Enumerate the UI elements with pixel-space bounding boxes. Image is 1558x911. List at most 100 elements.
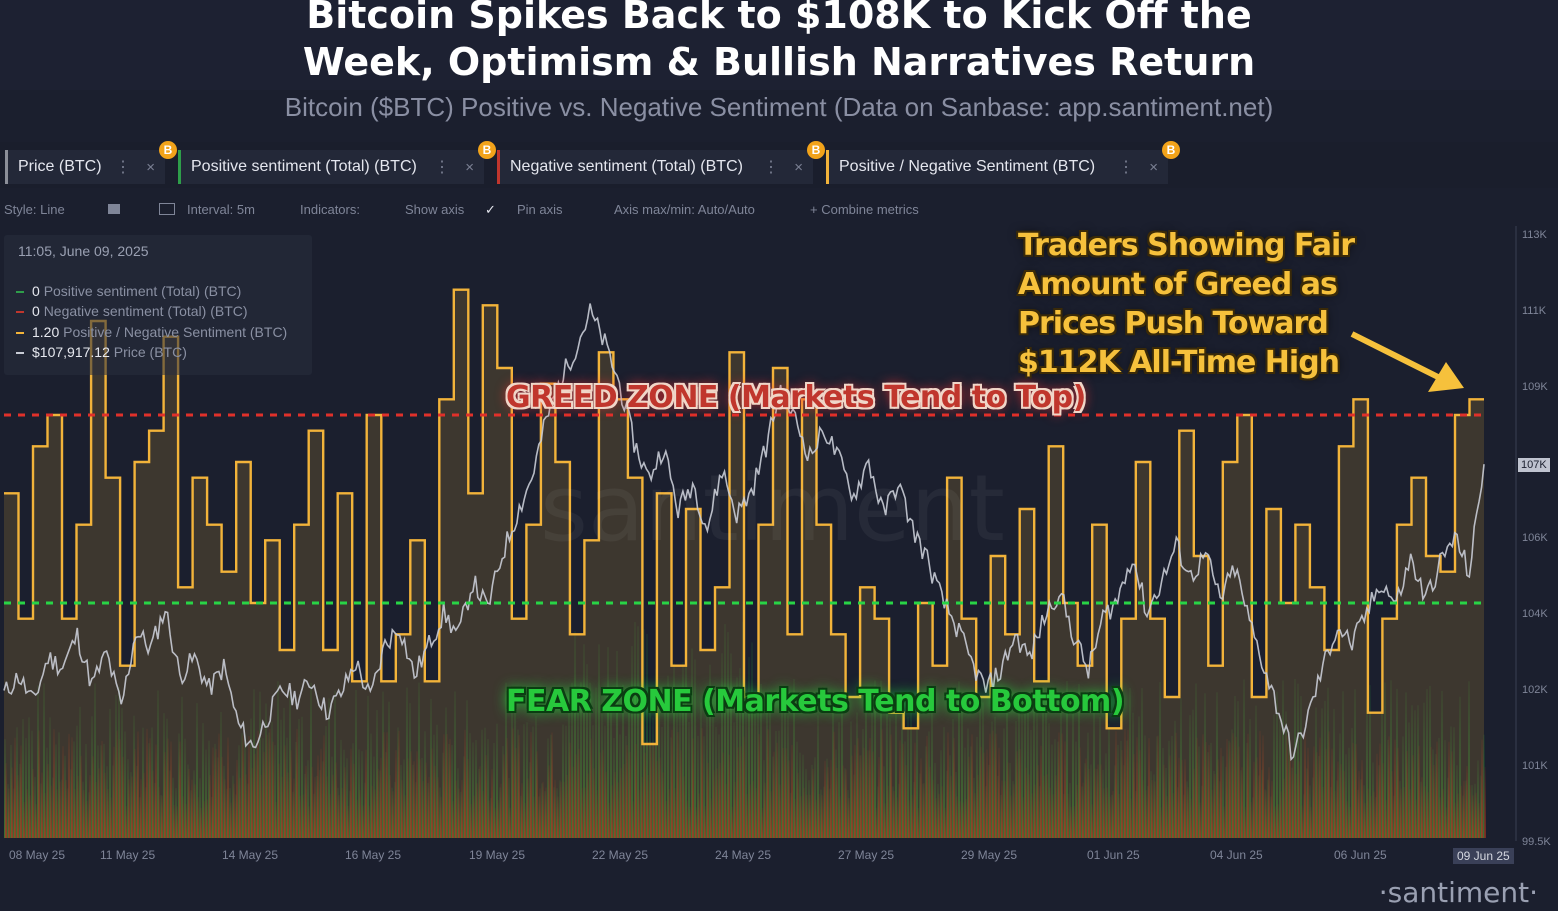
tab-price[interactable]: Price (BTC) ⋮ × B [5,141,177,184]
negative-sentiment-bar [965,798,967,838]
negative-sentiment-bar [1232,733,1234,838]
sentiment-price-chart[interactable] [0,226,1558,846]
negative-sentiment-bar [722,752,724,838]
tab-label: Positive / Negative Sentiment (BTC) [839,158,1096,175]
negative-sentiment-bar [74,789,76,838]
negative-sentiment-bar [209,774,211,838]
positive-sentiment-bar [748,657,750,838]
negative-sentiment-bar [206,799,208,838]
x-tick-label: 24 May 25 [715,848,772,862]
negative-sentiment-bar [1400,788,1402,838]
more-icon[interactable]: ⋮ [434,159,450,176]
x-tick-label: 04 Jun 25 [1210,848,1263,862]
combine-metrics-button[interactable]: + Combine metrics [810,202,919,217]
show-axis-toggle[interactable]: Show axis [405,202,465,217]
close-icon[interactable]: × [146,158,155,176]
positive-sentiment-bar [1090,764,1092,838]
negative-sentiment-bar [560,781,562,838]
negative-sentiment-bar [1163,764,1165,838]
negative-sentiment-bar [416,751,418,838]
tab-label: Price (BTC) [18,158,102,175]
negative-sentiment-bar [836,767,838,838]
negative-sentiment-bar [833,731,835,838]
positive-sentiment-bar [724,624,726,838]
style-select[interactable]: Style: Line [4,202,65,217]
title-line-1: Bitcoin Spikes Back to $108K to Kick Off… [306,0,1252,37]
negative-sentiment-bar [746,793,748,838]
negative-sentiment-bar [743,736,745,838]
negative-sentiment-bar [254,753,256,838]
negative-sentiment-bar [332,774,334,838]
positive-sentiment-bar [493,742,495,838]
positive-sentiment-bar [1300,696,1302,838]
tab-positive-sentiment[interactable]: Positive sentiment (Total) (BTC) ⋮ × B [178,141,496,184]
negative-sentiment-bar [1205,742,1207,838]
title-band: Bitcoin Spikes Back to $108K to Kick Off… [0,0,1558,90]
positive-sentiment-bar [451,745,453,838]
interval-select[interactable]: Interval: 5m [187,202,255,217]
negative-sentiment-bar [356,799,358,838]
negative-sentiment-bar [455,780,457,838]
pin-axis-toggle[interactable]: Pin axis [517,202,563,217]
tab-positive-negative-ratio[interactable]: Positive / Negative Sentiment (BTC) ⋮ × … [826,141,1180,184]
positive-sentiment-bar [1444,740,1446,838]
negative-sentiment-bar [86,800,88,838]
negative-sentiment-bar [158,786,160,838]
negative-sentiment-bar [377,768,379,838]
negative-sentiment-bar [1181,759,1183,838]
color-swatch-icon[interactable] [108,204,120,214]
x-tick-label: 01 Jun 25 [1087,848,1140,862]
negative-sentiment-bar [539,788,541,838]
negative-sentiment-bar [998,747,1000,838]
x-tick-label: 27 May 25 [838,848,895,862]
negative-sentiment-bar [593,768,595,838]
axis-minmax-select[interactable]: Axis max/min: Auto/Auto [614,202,755,217]
indicators-menu[interactable]: Indicators: [300,202,360,217]
negative-sentiment-bar [734,781,736,838]
close-icon[interactable]: × [1149,158,1158,176]
positive-sentiment-bar [580,682,582,838]
legend-value: 1.20 [32,324,60,340]
more-icon[interactable]: ⋮ [1118,159,1134,176]
negative-sentiment-bar [968,756,970,838]
negative-sentiment-bar [233,783,235,838]
negative-sentiment-bar [761,807,763,838]
positive-sentiment-bar [709,664,711,838]
negative-sentiment-bar [1448,741,1450,838]
negative-sentiment-bar [188,768,190,838]
negative-sentiment-bar [1226,738,1228,838]
more-icon[interactable]: ⋮ [115,159,131,176]
negative-sentiment-bar [227,737,229,838]
positive-sentiment-bar [1027,702,1029,838]
positive-sentiment-bar [1042,687,1044,838]
negative-sentiment-bar [464,729,466,838]
positive-sentiment-bar [760,684,762,838]
negative-sentiment-bar [563,781,565,838]
negative-sentiment-bar [140,779,142,838]
positive-sentiment-bar [583,644,585,838]
price-line [3,303,1485,762]
negative-sentiment-bar [125,806,127,838]
more-icon[interactable]: ⋮ [763,159,779,176]
legend-row-ratio: 1.20 Positive / Negative Sentiment (BTC) [16,324,287,340]
close-icon[interactable]: × [465,158,474,176]
negative-sentiment-bar [599,752,601,838]
legend-label: Positive / Negative Sentiment (BTC) [63,324,288,340]
negative-sentiment-bar [1343,770,1345,838]
positive-sentiment-bar [1477,760,1479,838]
close-icon[interactable]: × [794,158,803,176]
negative-sentiment-bar [1121,749,1123,838]
negative-sentiment-bar [161,795,163,838]
positive-sentiment-bar [25,738,27,838]
negative-sentiment-bar [1076,784,1078,838]
calendar-icon[interactable] [159,203,175,215]
y-tick-label: 109K [1522,381,1548,393]
tab-negative-sentiment[interactable]: Negative sentiment (Total) (BTC) ⋮ × B [497,141,825,184]
checkmark-icon[interactable]: ✓ [485,202,496,217]
positive-sentiment-bar [1222,756,1224,838]
negative-sentiment-bar [956,796,958,838]
legend-swatch [16,332,24,335]
positive-sentiment-bar [1144,735,1146,838]
negative-sentiment-bar [230,802,232,838]
negative-sentiment-bar [1373,791,1375,838]
